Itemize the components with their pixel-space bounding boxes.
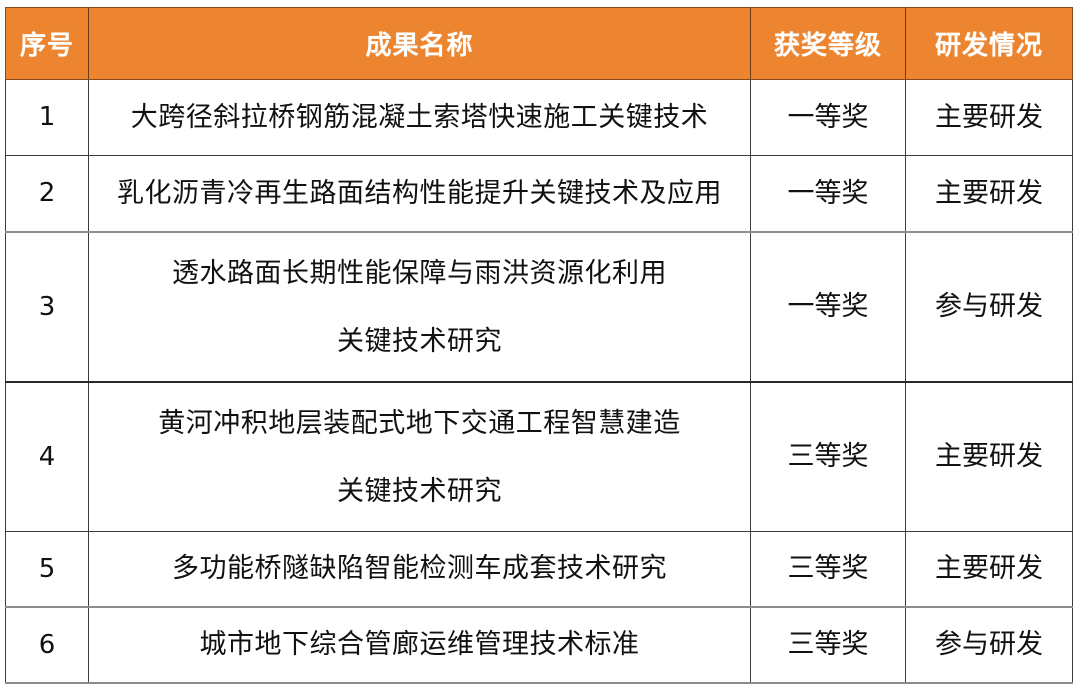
column-header-award: 获奖等级 [750,7,906,80]
title-text: 城市地下综合管廊运维管理技术标准 [93,630,746,660]
title-line-1: 透水路面长期性能保障与雨洪资源化利用 [172,258,667,290]
cell-role: 主要研发 [905,79,1073,156]
cell-award: 三等奖 [750,531,906,608]
cell-role: 参与研发 [905,231,1073,383]
cell-award: 一等奖 [750,155,906,233]
title-line-2: 关键技术研究 [337,326,502,357]
cell-award: 三等奖 [750,381,906,532]
cell-index: 6 [5,606,89,684]
title-line-2: 关键技术研究 [337,476,502,507]
title-line-1: 大跨径斜拉桥钢筋混凝土索塔快速施工关键技术 [130,101,709,133]
title-text: 乳化沥青冷再生路面结构性能提升关键技术及应用 [93,177,746,209]
title-text: 黄河冲积地层装配式地下交通工程智慧建造 关键技术研究 [93,403,746,510]
table-row: 4 黄河冲积地层装配式地下交通工程智慧建造 关键技术研究 三等奖 主要研发 [5,381,1073,532]
table-body: 1 大跨径斜拉桥钢筋混凝土索塔快速施工关键技术 一等奖 主要研发 2 乳化沥青冷… [5,79,1073,684]
cell-index: 3 [5,231,89,383]
title-line-1: 城市地下综合管廊运维管理技术标准 [199,629,640,661]
cell-role: 主要研发 [905,531,1073,608]
title-line-1: 乳化沥青冷再生路面结构性能提升关键技术及应用 [117,177,722,209]
cell-title: 透水路面长期性能保障与雨洪资源化利用 关键技术研究 [88,231,751,383]
cell-index: 4 [5,381,89,532]
cell-index: 2 [5,155,89,233]
cell-role: 参与研发 [905,606,1073,684]
table-row: 5 多功能桥隧缺陷智能检测车成套技术研究 三等奖 主要研发 [5,531,1073,608]
table-row: 1 大跨径斜拉桥钢筋混凝土索塔快速施工关键技术 一等奖 主要研发 [5,79,1073,156]
table-row: 3 透水路面长期性能保障与雨洪资源化利用 关键技术研究 一等奖 参与研发 [5,231,1073,383]
column-header-title: 成果名称 [88,7,751,80]
title-line-1: 黄河冲积地层装配式地下交通工程智慧建造 [158,408,681,440]
cell-index: 1 [5,79,89,156]
achievements-table: 序号 成果名称 获奖等级 研发情况 1 大跨径斜拉桥钢筋混凝土索塔快速施工关键技… [5,7,1073,684]
cell-index: 5 [5,531,89,608]
achievements-table-container: 序号 成果名称 获奖等级 研发情况 1 大跨径斜拉桥钢筋混凝土索塔快速施工关键技… [5,7,1073,684]
title-line-1: 多功能桥隧缺陷智能检测车成套技术研究 [172,553,667,585]
cell-title: 城市地下综合管廊运维管理技术标准 [88,606,751,684]
cell-role: 主要研发 [905,381,1073,532]
table-row: 6 城市地下综合管廊运维管理技术标准 三等奖 参与研发 [5,606,1073,684]
title-text: 透水路面长期性能保障与雨洪资源化利用 关键技术研究 [93,253,746,360]
cell-award: 三等奖 [750,606,906,684]
table-header: 序号 成果名称 获奖等级 研发情况 [5,7,1073,80]
cell-title: 黄河冲积地层装配式地下交通工程智慧建造 关键技术研究 [88,381,751,532]
cell-award: 一等奖 [750,231,906,383]
cell-role: 主要研发 [905,155,1073,233]
cell-title: 大跨径斜拉桥钢筋混凝土索塔快速施工关键技术 [88,79,751,156]
title-text: 多功能桥隧缺陷智能检测车成套技术研究 [93,554,746,584]
column-header-index: 序号 [5,7,89,80]
title-text: 大跨径斜拉桥钢筋混凝土索塔快速施工关键技术 [93,101,746,133]
cell-title: 乳化沥青冷再生路面结构性能提升关键技术及应用 [88,155,751,233]
cell-title: 多功能桥隧缺陷智能检测车成套技术研究 [88,531,751,608]
cell-award: 一等奖 [750,79,906,156]
column-header-role: 研发情况 [905,7,1073,80]
table-header-row: 序号 成果名称 获奖等级 研发情况 [5,7,1073,80]
table-row: 2 乳化沥青冷再生路面结构性能提升关键技术及应用 一等奖 主要研发 [5,155,1073,233]
